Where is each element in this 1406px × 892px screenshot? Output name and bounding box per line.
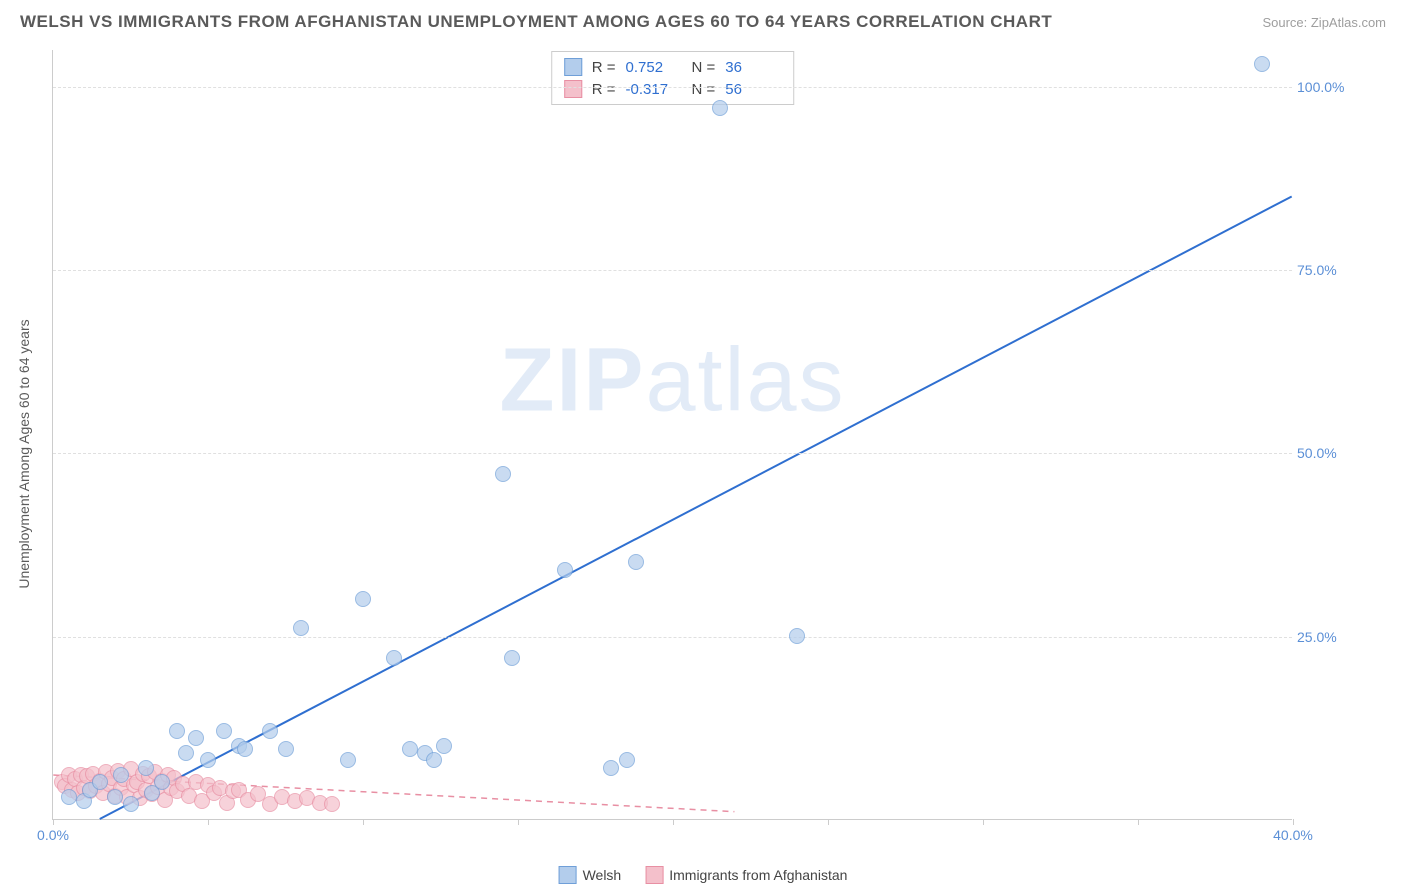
x-tick: [828, 819, 829, 825]
data-point: [107, 789, 123, 805]
data-point: [436, 738, 452, 754]
data-point: [1254, 56, 1270, 72]
x-tick: [363, 819, 364, 825]
data-point: [504, 650, 520, 666]
data-point: [169, 723, 185, 739]
data-point: [178, 745, 194, 761]
data-point: [619, 752, 635, 768]
stats-row: R = -0.317 N = 56: [564, 78, 782, 100]
x-tick-label: 40.0%: [1273, 827, 1313, 843]
chart-source: Source: ZipAtlas.com: [1262, 15, 1386, 30]
legend-swatch: [559, 866, 577, 884]
legend-item: Welsh: [559, 866, 622, 884]
data-point: [426, 752, 442, 768]
x-tick-label: 0.0%: [37, 827, 69, 843]
data-point: [262, 723, 278, 739]
data-point: [402, 741, 418, 757]
data-point: [123, 796, 139, 812]
data-point: [278, 741, 294, 757]
stats-row: R = 0.752 N = 36: [564, 56, 782, 78]
data-point: [92, 774, 108, 790]
x-tick: [1138, 819, 1139, 825]
data-point: [340, 752, 356, 768]
scatter-plot: ZIPatlas R =0.752N =36R =-0.317N =56 25.…: [52, 50, 1292, 820]
series-legend: Welsh Immigrants from Afghanistan: [559, 866, 848, 884]
y-tick-label: 25.0%: [1297, 629, 1352, 645]
stat-n-value: 56: [725, 81, 781, 98]
data-point: [293, 620, 309, 636]
data-point: [200, 752, 216, 768]
gridline-h: [53, 270, 1292, 271]
stat-n-label: N =: [692, 81, 716, 98]
y-tick-label: 100.0%: [1297, 79, 1352, 95]
gridline-h: [53, 453, 1292, 454]
data-point: [355, 591, 371, 607]
x-tick: [1293, 819, 1294, 825]
data-point: [61, 789, 77, 805]
data-point: [113, 767, 129, 783]
data-point: [495, 466, 511, 482]
legend-label: Welsh: [583, 867, 622, 883]
data-point: [603, 760, 619, 776]
trend-line: [100, 196, 1292, 819]
chart-title: WELSH VS IMMIGRANTS FROM AFGHANISTAN UNE…: [20, 12, 1052, 32]
legend-swatch: [564, 58, 582, 76]
data-point: [386, 650, 402, 666]
x-tick: [673, 819, 674, 825]
gridline-h: [53, 87, 1292, 88]
legend-label: Immigrants from Afghanistan: [669, 867, 847, 883]
trend-lines: [53, 50, 1292, 819]
stats-legend: R = 0.752 N = 36 R = -0.317 N = 56: [551, 51, 795, 105]
legend-swatch: [564, 80, 582, 98]
gridline-h: [53, 637, 1292, 638]
y-axis-label: Unemployment Among Ages 60 to 64 years: [16, 319, 32, 588]
stat-r-value: 0.752: [626, 59, 682, 76]
x-tick: [208, 819, 209, 825]
x-tick: [53, 819, 54, 825]
legend-item: Immigrants from Afghanistan: [645, 866, 847, 884]
legend-swatch: [645, 866, 663, 884]
stat-n-value: 36: [725, 59, 781, 76]
data-point: [138, 760, 154, 776]
data-point: [628, 554, 644, 570]
stat-r-label: R =: [592, 81, 616, 98]
data-point: [154, 774, 170, 790]
data-point: [324, 796, 340, 812]
y-tick-label: 50.0%: [1297, 445, 1352, 461]
stat-n-label: N =: [692, 59, 716, 76]
data-point: [557, 562, 573, 578]
x-tick: [983, 819, 984, 825]
data-point: [712, 100, 728, 116]
data-point: [188, 730, 204, 746]
data-point: [237, 741, 253, 757]
data-point: [789, 628, 805, 644]
data-point: [216, 723, 232, 739]
stat-r-label: R =: [592, 59, 616, 76]
x-tick: [518, 819, 519, 825]
y-tick-label: 75.0%: [1297, 262, 1352, 278]
stat-r-value: -0.317: [626, 81, 682, 98]
